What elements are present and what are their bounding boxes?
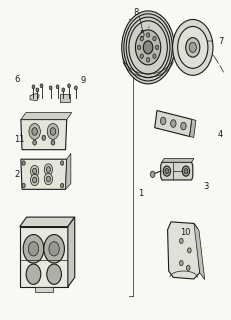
Circle shape (152, 54, 155, 58)
Circle shape (44, 235, 64, 263)
Circle shape (49, 86, 52, 90)
Text: 10: 10 (179, 228, 190, 237)
Circle shape (30, 174, 39, 186)
Polygon shape (20, 217, 74, 227)
Text: 11: 11 (14, 135, 24, 144)
Circle shape (28, 242, 39, 256)
Polygon shape (21, 159, 67, 189)
Circle shape (140, 36, 143, 41)
Circle shape (29, 124, 40, 140)
Circle shape (146, 33, 149, 37)
Polygon shape (167, 222, 199, 279)
Polygon shape (20, 227, 68, 287)
Circle shape (172, 20, 212, 75)
Circle shape (187, 248, 190, 253)
Circle shape (179, 260, 182, 266)
Circle shape (163, 166, 170, 176)
Text: 9: 9 (80, 76, 85, 85)
Bar (60, 94, 70, 102)
Circle shape (33, 140, 36, 145)
Circle shape (32, 168, 36, 174)
Circle shape (44, 164, 52, 175)
Circle shape (32, 85, 35, 89)
Circle shape (179, 238, 182, 244)
Circle shape (40, 84, 43, 88)
Polygon shape (30, 93, 39, 101)
Circle shape (183, 169, 187, 174)
Circle shape (155, 45, 158, 50)
Circle shape (42, 135, 46, 140)
Circle shape (177, 27, 207, 68)
Circle shape (51, 140, 55, 145)
Bar (34, 287, 53, 292)
Polygon shape (193, 223, 204, 280)
Text: 2: 2 (14, 170, 19, 179)
Circle shape (56, 85, 59, 89)
Circle shape (60, 183, 64, 188)
Polygon shape (161, 158, 193, 162)
Polygon shape (21, 120, 67, 150)
Circle shape (22, 161, 25, 165)
Polygon shape (21, 113, 71, 120)
Circle shape (23, 235, 44, 263)
Polygon shape (154, 110, 191, 137)
Circle shape (32, 128, 37, 135)
Circle shape (67, 84, 70, 88)
Circle shape (137, 45, 140, 50)
Polygon shape (68, 217, 74, 287)
Polygon shape (160, 162, 192, 180)
Circle shape (135, 30, 160, 65)
Circle shape (180, 122, 185, 130)
Circle shape (47, 264, 61, 284)
Circle shape (140, 54, 143, 58)
Polygon shape (189, 119, 195, 138)
Circle shape (50, 128, 55, 135)
Circle shape (185, 265, 189, 270)
Circle shape (150, 171, 154, 178)
Circle shape (188, 42, 196, 52)
Circle shape (121, 11, 174, 84)
Circle shape (49, 242, 59, 256)
Circle shape (185, 38, 199, 57)
Circle shape (22, 183, 25, 188)
Circle shape (170, 120, 175, 127)
Circle shape (36, 88, 39, 92)
Circle shape (32, 177, 36, 183)
Circle shape (182, 166, 189, 176)
Circle shape (60, 161, 64, 165)
Text: 7: 7 (217, 36, 222, 45)
Circle shape (74, 86, 77, 90)
Circle shape (44, 173, 52, 185)
Circle shape (46, 167, 50, 172)
Circle shape (46, 176, 50, 182)
Circle shape (30, 165, 39, 177)
Text: 3: 3 (202, 182, 208, 191)
Polygon shape (65, 154, 70, 189)
Circle shape (164, 169, 168, 174)
Text: 6: 6 (14, 75, 19, 84)
Circle shape (152, 36, 155, 41)
Text: 1: 1 (137, 189, 142, 198)
Circle shape (62, 88, 64, 92)
Text: 5: 5 (138, 30, 143, 39)
Circle shape (143, 41, 152, 54)
Circle shape (160, 117, 165, 125)
Text: 4: 4 (217, 130, 222, 139)
Circle shape (26, 264, 41, 284)
Text: 8: 8 (133, 8, 138, 17)
Circle shape (47, 124, 58, 140)
Circle shape (146, 58, 149, 62)
